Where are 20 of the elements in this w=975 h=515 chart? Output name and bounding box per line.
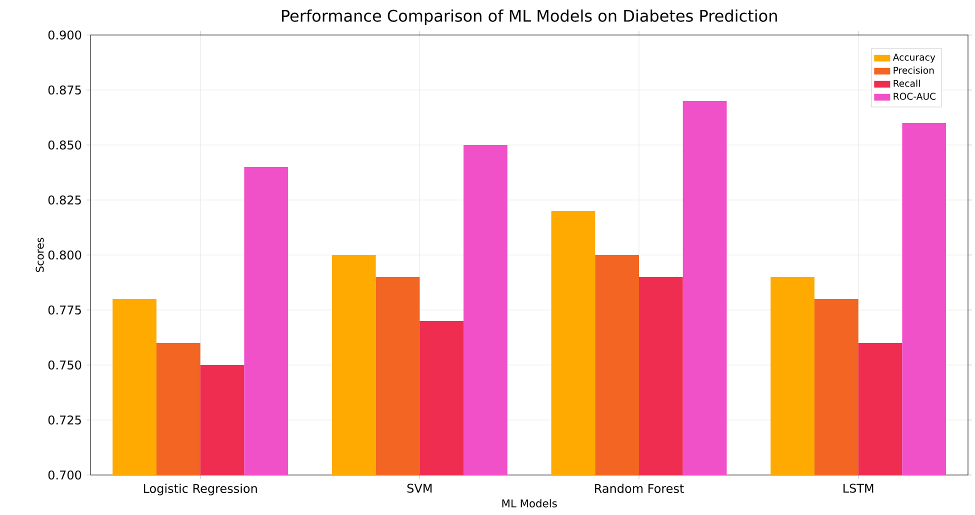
y-tick-label: 0.725 [48, 415, 81, 425]
y-tick-label: 0.750 [48, 360, 82, 370]
x-tick-label: LSTM [844, 484, 874, 493]
y-tick-label: 0.800 [48, 250, 82, 260]
legend-label: Precision [894, 66, 934, 74]
legend-label: ROC-AUC [894, 92, 936, 100]
y-tick-label: 0.850 [48, 140, 82, 150]
x-tick-label: SVM [407, 484, 432, 493]
legend-label: Recall [894, 80, 920, 87]
x-axis-title: ML Models [502, 499, 557, 508]
y-axis-title: Scores [36, 238, 44, 272]
y-tick-label: 0.700 [48, 470, 82, 480]
legend-label: Accuracy [892, 54, 936, 63]
y-tick-label: 0.775 [48, 305, 81, 315]
y-tick-label: 0.900 [48, 30, 82, 40]
y-tick-label: 0.875 [48, 85, 81, 95]
y-tick-label: 0.825 [48, 195, 81, 205]
x-tick-label: Logistic Regression [144, 484, 257, 496]
x-tick-label: Random Forest [595, 484, 684, 493]
chart-title: Performance Comparison of ML Models on Diabetes Prediction [282, 9, 777, 25]
